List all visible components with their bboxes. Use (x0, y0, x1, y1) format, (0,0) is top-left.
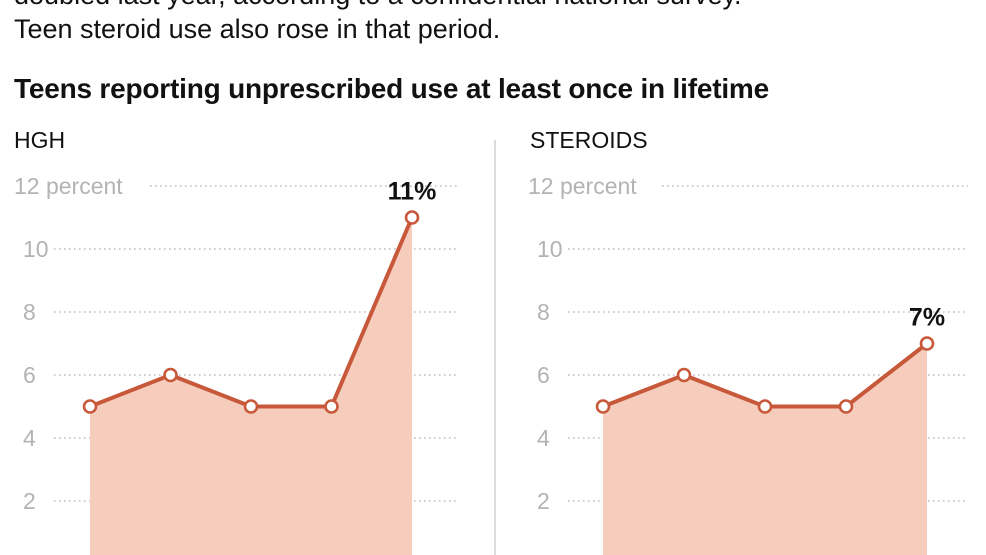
y-tick-label: 4 (23, 425, 36, 451)
data-point (163, 367, 178, 383)
y-tick-label: 0 (23, 551, 36, 555)
y-tick-label: 0 (537, 551, 550, 555)
chart-panel-0: HGH 0 2 4 6 8 10 12 percent 11% (14, 127, 458, 555)
data-point (919, 336, 935, 351)
data-point (243, 399, 259, 414)
y-tick-label: 10 (23, 236, 49, 262)
data-point (595, 399, 611, 414)
y-tick-label: 12 percent (14, 173, 123, 199)
data-point (404, 210, 420, 225)
data-point (757, 399, 773, 414)
chart-panel-1: STEROIDS 0 2 4 6 8 10 12 percent 7% (528, 127, 968, 555)
panel-title: STEROIDS (530, 127, 648, 153)
data-point (82, 399, 98, 414)
intro-line-1: doubled last year, according to a confid… (14, 0, 979, 12)
area-fill (90, 217, 412, 555)
area-fill (603, 343, 927, 555)
chart-subhead: Teens reporting unprescribed use at leas… (14, 73, 769, 104)
value-callout: 7% (909, 304, 945, 332)
data-point (324, 399, 339, 414)
y-tick-label: 2 (23, 488, 36, 514)
intro-text: doubled last year, according to a confid… (14, 0, 979, 46)
data-point (838, 399, 854, 414)
panel-title: HGH (14, 127, 65, 153)
y-tick-label: 6 (537, 362, 550, 388)
y-tick-label: 8 (23, 299, 36, 325)
y-tick-label: 10 (537, 236, 563, 262)
y-tick-label: 6 (23, 362, 36, 388)
data-point (676, 367, 692, 383)
value-callout: 11% (388, 178, 437, 206)
panel-divider (494, 140, 496, 555)
y-tick-label: 12 percent (528, 173, 637, 199)
y-tick-label: 8 (537, 299, 550, 325)
intro-line-2: Teen steroid use also rose in that perio… (14, 14, 501, 44)
y-tick-label: 4 (537, 425, 550, 451)
y-tick-label: 2 (537, 488, 550, 514)
